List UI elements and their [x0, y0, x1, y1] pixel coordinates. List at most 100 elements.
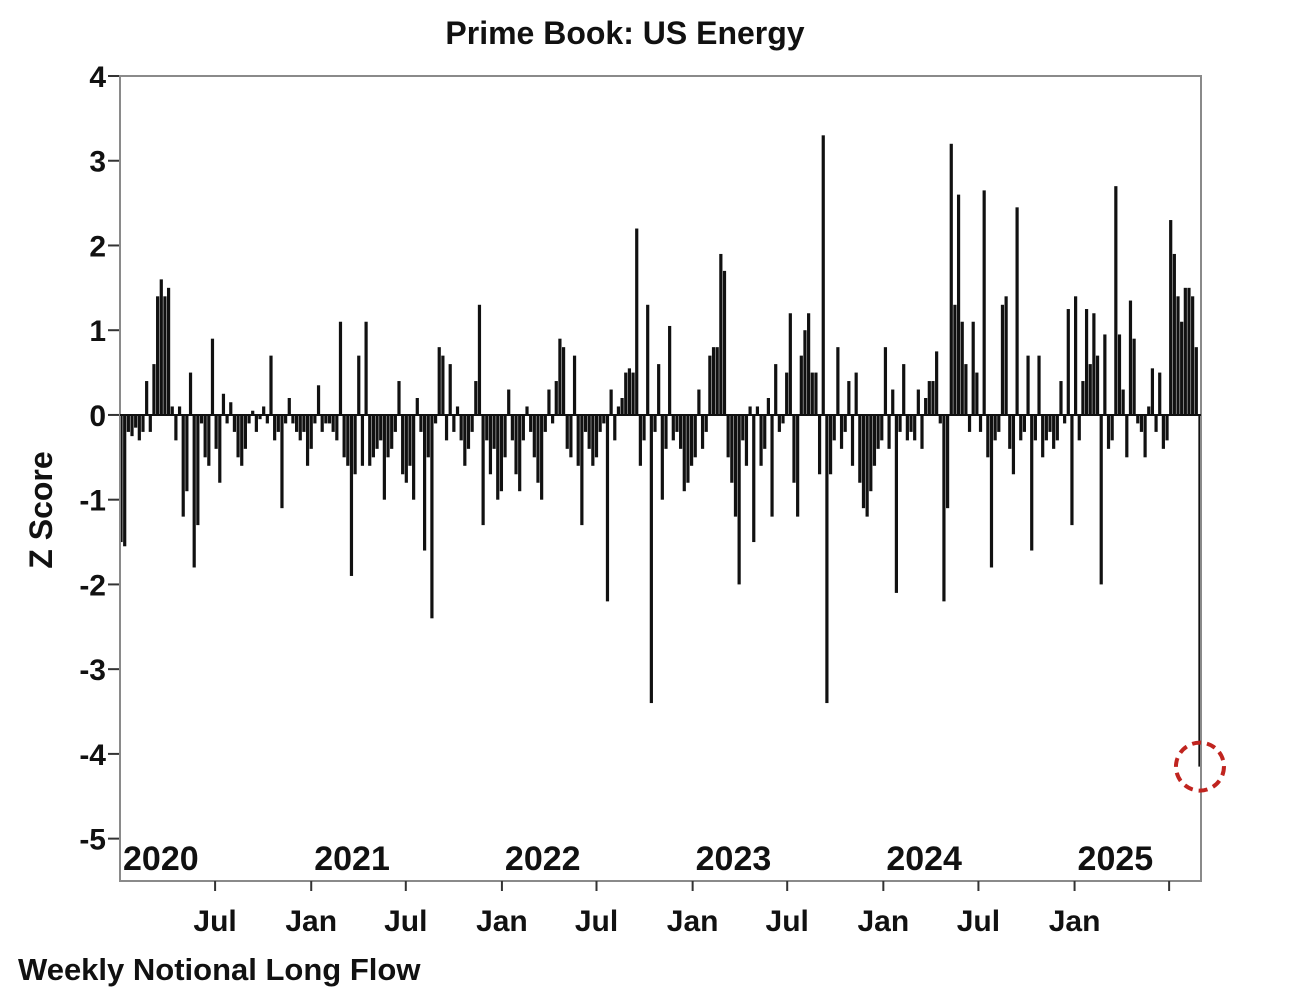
- bar: [510, 414, 514, 441]
- bar: [386, 414, 390, 458]
- bar: [360, 414, 365, 466]
- bar: [1154, 414, 1158, 432]
- bar: [225, 414, 229, 424]
- bar: [251, 410, 255, 415]
- bar: [1147, 406, 1151, 415]
- bar: [1114, 186, 1118, 415]
- bar: [210, 338, 215, 415]
- bar: [722, 270, 727, 415]
- bar: [850, 414, 855, 466]
- bar: [1106, 414, 1111, 449]
- bar: [284, 414, 288, 424]
- bar: [1074, 296, 1078, 415]
- bar: [382, 414, 386, 500]
- bar: [869, 414, 873, 492]
- bar: [514, 414, 518, 475]
- bar: [967, 414, 972, 432]
- bar: [642, 414, 646, 441]
- bar: [675, 414, 679, 432]
- bar: [997, 414, 1001, 432]
- bar: [660, 414, 664, 500]
- bar: [583, 414, 588, 432]
- bar: [543, 414, 547, 432]
- bar: [207, 414, 211, 466]
- bar: [419, 414, 423, 432]
- bar: [638, 414, 642, 466]
- bar: [1172, 253, 1176, 415]
- y-tick-label: -2: [79, 569, 106, 602]
- bar: [697, 389, 701, 415]
- bar: [580, 414, 584, 526]
- bar: [861, 414, 866, 509]
- bar: [1041, 414, 1045, 458]
- year-label: 2023: [696, 840, 772, 878]
- bar: [686, 414, 690, 483]
- bar: [744, 414, 749, 466]
- bar: [529, 414, 533, 432]
- bar: [576, 414, 580, 466]
- bar: [302, 414, 306, 432]
- y-tick-label: -5: [79, 824, 106, 857]
- bar: [481, 414, 485, 526]
- bar: [711, 347, 716, 415]
- bar: [1103, 334, 1107, 415]
- x-tick-label: Jul: [957, 905, 1000, 938]
- bar: [993, 414, 997, 441]
- bar: [364, 321, 368, 415]
- bar: [902, 364, 906, 415]
- bar: [627, 368, 632, 415]
- bar: [682, 414, 686, 492]
- bar: [273, 414, 277, 441]
- bar: [1099, 414, 1103, 585]
- bar: [507, 389, 511, 415]
- bar: [1081, 381, 1085, 415]
- bar: [218, 414, 222, 483]
- bar: [236, 414, 240, 458]
- bar: [174, 414, 178, 441]
- bar: [872, 414, 877, 466]
- bar: [880, 414, 884, 441]
- bar: [540, 414, 544, 500]
- bar: [1008, 414, 1012, 449]
- bar: [741, 414, 745, 441]
- y-tick-label: 3: [89, 146, 106, 179]
- bar: [946, 414, 950, 509]
- bar: [1059, 381, 1063, 415]
- bar: [342, 414, 346, 458]
- chart-title: Prime Book: US Energy: [445, 15, 804, 51]
- bar: [551, 414, 555, 424]
- bar: [181, 414, 185, 517]
- bar: [521, 414, 525, 441]
- bar: [134, 414, 138, 428]
- bar: [916, 389, 920, 415]
- bar: [240, 414, 244, 466]
- bar: [159, 279, 163, 415]
- bar: [649, 414, 653, 704]
- bar: [613, 414, 617, 441]
- bar: [759, 414, 763, 466]
- bar: [1063, 414, 1067, 424]
- bar: [854, 372, 858, 415]
- bar: [671, 414, 675, 441]
- bar: [1183, 287, 1187, 415]
- bar: [320, 414, 324, 432]
- x-tick-label: Jan: [857, 905, 909, 938]
- year-label: 2024: [886, 840, 962, 878]
- bar: [1084, 309, 1089, 415]
- bar: [298, 414, 302, 441]
- bar: [836, 347, 840, 415]
- x-tick-label: Jan: [667, 905, 719, 938]
- bar: [755, 406, 760, 415]
- bar: [796, 414, 800, 517]
- bar: [737, 414, 741, 585]
- bar: [817, 414, 822, 475]
- bar: [978, 414, 983, 432]
- bar: [265, 414, 269, 424]
- bar: [349, 414, 354, 576]
- bar: [865, 414, 869, 517]
- bar: [547, 389, 551, 415]
- bar: [1139, 414, 1144, 432]
- bar: [1198, 414, 1202, 767]
- bar: [1117, 334, 1122, 415]
- bar: [433, 414, 438, 424]
